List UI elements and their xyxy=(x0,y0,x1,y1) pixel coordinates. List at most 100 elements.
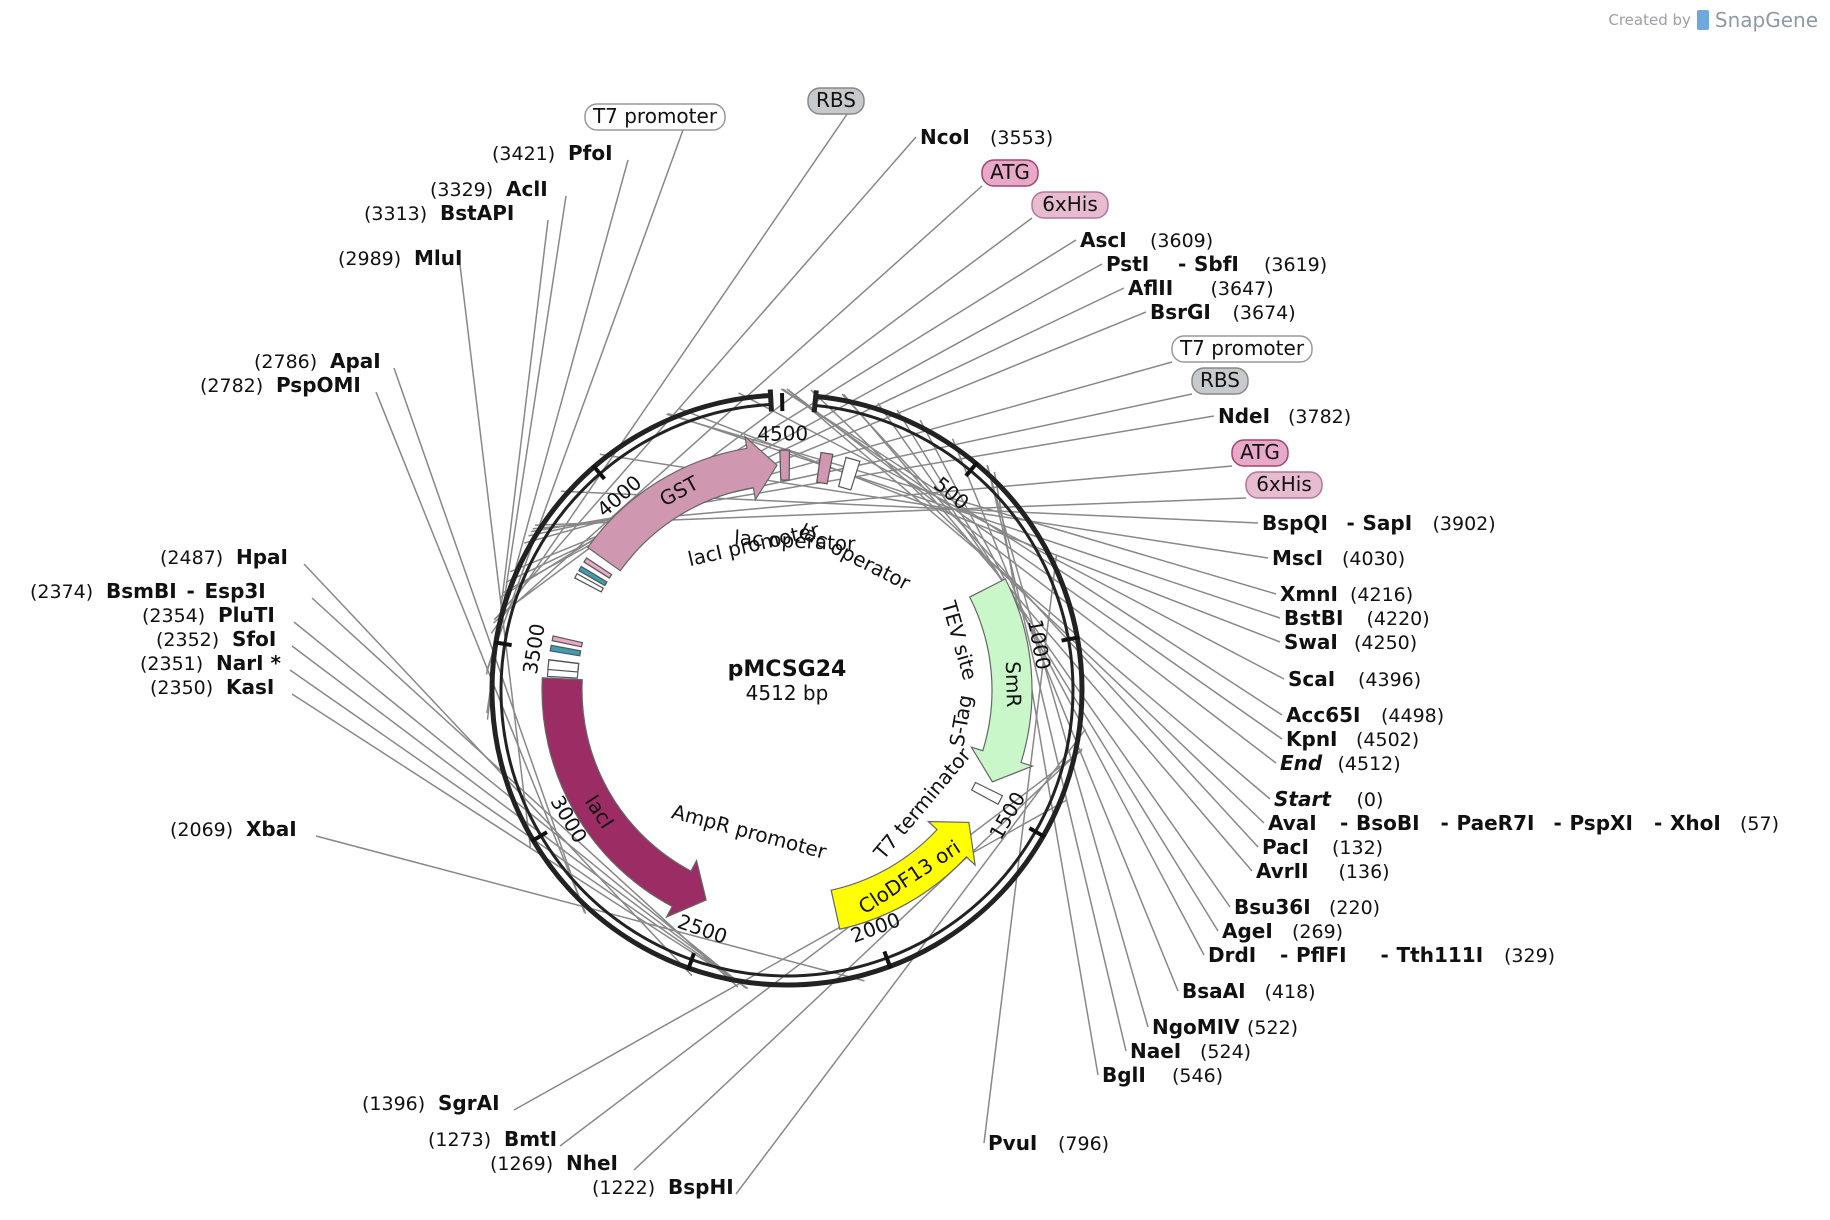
site-label-box[interactable]: 6xHis xyxy=(1245,471,1323,499)
enzyme-site-label[interactable]: NcoI (3553) xyxy=(920,125,1053,149)
snapgene-credit: Created by SnapGene xyxy=(1608,8,1818,32)
enzyme-site-label[interactable]: (2487) HpaI xyxy=(160,545,288,569)
small-feature-box[interactable] xyxy=(779,449,791,481)
small-feature-box[interactable] xyxy=(547,659,580,673)
enzyme-name: ApaI xyxy=(330,349,381,373)
enzyme-name: BmtI xyxy=(504,1127,557,1151)
enzyme-site-label[interactable]: MscI (4030) xyxy=(1272,546,1405,570)
enzyme-site-label[interactable]: NaeI (524) xyxy=(1130,1039,1251,1063)
leader-line xyxy=(896,409,1219,932)
enzyme-site-label[interactable]: AscI (3609) xyxy=(1080,228,1213,252)
enzyme-site-label[interactable]: (3421) PfoI xyxy=(492,141,613,165)
site-box-shape xyxy=(1191,367,1249,395)
credit-prefix: Created by xyxy=(1608,11,1691,29)
enzyme-site-label[interactable]: NgoMIV (522) xyxy=(1152,1015,1298,1039)
enzyme-site-label[interactable]: (2069) XbaI xyxy=(170,817,297,841)
small-feature-box[interactable] xyxy=(970,781,1004,806)
enzyme-name: AflII xyxy=(1128,276,1173,300)
enzyme-position: (220) xyxy=(1329,897,1380,919)
tick-mark xyxy=(686,952,696,971)
enzyme-site-label[interactable]: (1222) BspHI xyxy=(592,1175,734,1199)
enzyme-name: Esp3I xyxy=(205,579,266,603)
enzyme-site-label[interactable]: PacI (132) xyxy=(1262,835,1383,859)
enzyme-position: (329) xyxy=(1504,945,1555,967)
enzyme-position: (2351) xyxy=(140,653,203,675)
enzyme-position: (3619) xyxy=(1264,254,1327,276)
feature-laci[interactable] xyxy=(541,677,707,919)
enzyme-site-label[interactable]: (2354) PluTI xyxy=(142,603,275,627)
small-feature-box[interactable] xyxy=(549,644,582,657)
leader-line xyxy=(493,136,917,621)
feature-smr[interactable] xyxy=(968,578,1035,783)
site-label-box[interactable]: ATG xyxy=(1231,439,1289,467)
enzyme-position: (2989) xyxy=(338,248,401,270)
feature-clodf13-ori[interactable] xyxy=(830,820,976,930)
enzyme-site-label[interactable]: PstI - SbfI (3619) xyxy=(1106,252,1327,276)
small-feature-box[interactable] xyxy=(573,572,605,593)
enzyme-site-label[interactable]: (1396) SgrAI xyxy=(362,1091,500,1115)
enzyme-site-label[interactable]: DrdI - PflFI - Tth111I (329) xyxy=(1208,943,1555,967)
backbone-end-cap xyxy=(767,389,774,412)
site-label-box[interactable]: T7 promoter xyxy=(584,103,726,131)
enzyme-site-label[interactable]: Acc65I (4498) xyxy=(1286,703,1444,727)
site-label-box[interactable]: T7 promoter xyxy=(1171,335,1313,363)
enzyme-site-label[interactable]: Bsu36I (220) xyxy=(1234,895,1380,919)
enzyme-name: MscI xyxy=(1272,546,1323,570)
leader-line xyxy=(786,388,1271,800)
site-label-box[interactable]: RBS xyxy=(807,87,865,115)
enzyme-site-label[interactable]: (2374) BsmBI - Esp3I xyxy=(30,579,266,603)
enzyme-site-label[interactable]: (2786) ApaI xyxy=(254,349,381,373)
enzyme-site-label[interactable]: (2351) NarI * xyxy=(140,651,282,675)
enzyme-site-label[interactable]: (1273) BmtI xyxy=(428,1127,557,1151)
enzyme-site-label[interactable]: SwaI (4250) xyxy=(1284,630,1417,654)
enzyme-site-label[interactable]: (2352) SfoI xyxy=(156,627,276,651)
enzyme-site-label[interactable]: End (4512) xyxy=(1280,751,1401,775)
enzyme-site-label[interactable]: (1269) NheI xyxy=(490,1151,618,1175)
enzyme-site-label[interactable]: (2350) KasI xyxy=(150,675,274,699)
enzyme-site-label[interactable]: (2782) PspOMI xyxy=(200,373,361,397)
enzyme-site-label[interactable]: XmnI (4216) xyxy=(1280,582,1413,606)
small-feature-box[interactable] xyxy=(583,557,613,579)
enzyme-site-label[interactable]: PvuI (796) xyxy=(988,1131,1109,1155)
enzyme-name: ScaI xyxy=(1288,667,1335,691)
enzyme-site-label[interactable]: (3329) AclI xyxy=(430,177,548,201)
snapgene-logo-icon xyxy=(1696,10,1709,30)
enzyme-name: PflFI xyxy=(1296,943,1347,967)
enzyme-site-label[interactable]: (3313) BstAPI xyxy=(364,201,514,225)
enzyme-site-label[interactable]: BstBI (4220) xyxy=(1284,606,1430,630)
enzyme-position: (796) xyxy=(1058,1133,1109,1155)
feature-gst[interactable] xyxy=(586,434,778,572)
enzyme-site-label[interactable]: BsrGI (3674) xyxy=(1150,300,1296,324)
enzyme-name: SwaI xyxy=(1284,630,1338,654)
enzyme-site-label[interactable]: Start (0) xyxy=(1274,787,1383,811)
site-box-label: ATG xyxy=(1240,440,1280,464)
leader-line xyxy=(843,393,1253,872)
enzyme-site-label[interactable]: KpnI (4502) xyxy=(1286,727,1419,751)
small-feature-box[interactable] xyxy=(551,635,584,648)
enzyme-site-label[interactable]: ScaI (4396) xyxy=(1288,667,1421,691)
enzyme-separator: - xyxy=(1178,252,1186,276)
tick-label: 4500 xyxy=(757,421,808,446)
site-label-box[interactable]: 6xHis xyxy=(1031,191,1109,219)
enzyme-site-label[interactable]: AvrII (136) xyxy=(1256,859,1390,883)
enzyme-site-label[interactable]: BspQI - SapI (3902) xyxy=(1262,511,1496,535)
enzyme-site-label[interactable]: NdeI (3782) xyxy=(1218,404,1351,428)
enzyme-site-label[interactable]: AflII (3647) xyxy=(1128,276,1274,300)
enzyme-name: PfoI xyxy=(568,141,613,165)
site-label-box[interactable]: RBS xyxy=(1191,367,1249,395)
enzyme-site-label[interactable]: BglI (546) xyxy=(1102,1063,1223,1087)
enzyme-site-label[interactable]: AvaI - BsoBI - PaeR7I - PspXI - XhoI (57) xyxy=(1268,811,1779,835)
small-feature-box[interactable] xyxy=(816,451,834,485)
enzyme-site-label[interactable]: (2989) MluI xyxy=(338,246,462,270)
site-label-box[interactable]: ATG xyxy=(981,159,1039,187)
enzyme-name: Bsu36I xyxy=(1234,895,1311,919)
leader-line xyxy=(459,264,532,848)
small-feature-box[interactable] xyxy=(577,565,608,587)
enzyme-name: BsaAI xyxy=(1182,979,1246,1003)
enzyme-site-label[interactable]: BsaAI (418) xyxy=(1182,979,1316,1003)
enzyme-name: NarI * xyxy=(216,651,282,675)
enzyme-position: (269) xyxy=(1292,921,1343,943)
small-feature-box[interactable] xyxy=(837,456,861,491)
enzyme-site-label[interactable]: AgeI (269) xyxy=(1222,919,1343,943)
backbone-outer-ring xyxy=(489,392,1085,988)
